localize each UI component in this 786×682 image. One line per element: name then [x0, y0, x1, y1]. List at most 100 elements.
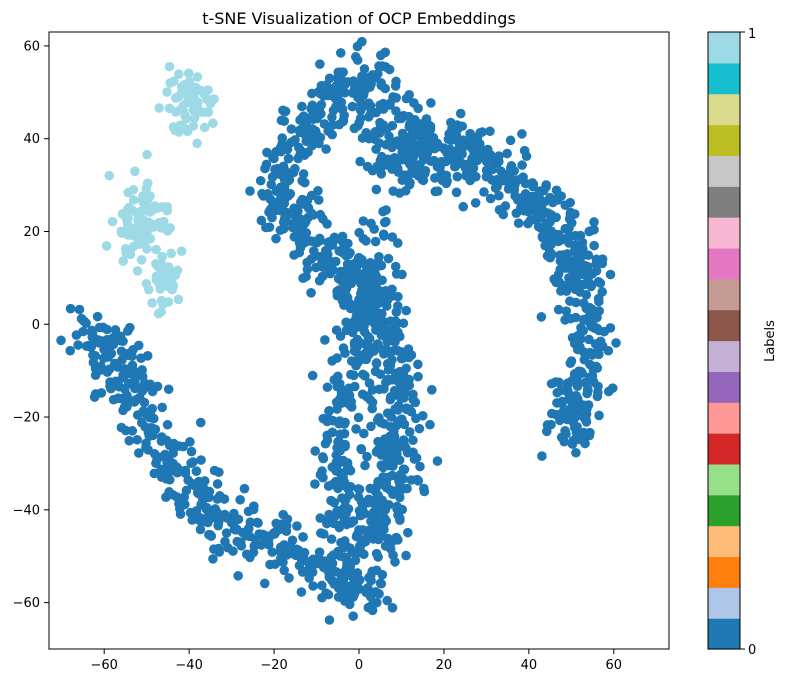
scatter-point-label-1 [151, 244, 161, 255]
scatter-point-label-0 [310, 446, 320, 456]
scatter-point-label-0 [214, 511, 224, 522]
scatter-point-label-0 [117, 355, 127, 365]
scatter-point-label-1 [133, 224, 144, 235]
scatter-point-label-0 [584, 226, 594, 237]
scatter-point-label-0 [611, 338, 621, 348]
scatter-point-label-0 [333, 67, 344, 78]
scatter-point-label-0 [356, 278, 366, 289]
scatter-point-label-0 [289, 136, 299, 146]
scatter-point-label-0 [553, 304, 564, 315]
scatter-point-label-0 [363, 528, 373, 539]
scatter-point-label-0 [374, 61, 384, 71]
scatter-point-label-0 [451, 187, 462, 198]
scatter-point-label-0 [389, 431, 400, 442]
scatter-point-label-0 [485, 193, 496, 204]
scatter-point-label-1 [179, 79, 190, 90]
scatter-point-label-0 [116, 422, 127, 433]
scatter-point-label-0 [519, 145, 530, 156]
scatter-point-label-0 [392, 301, 403, 311]
scatter-point-label-0 [572, 421, 582, 432]
scatter-point-label-0 [384, 64, 395, 75]
scatter-point-label-0 [417, 410, 428, 421]
scatter-point-label-0 [589, 240, 599, 251]
scatter-point-label-0 [374, 251, 384, 262]
scatter-point-label-0 [157, 402, 168, 413]
scatter-point-label-0 [574, 269, 584, 280]
scatter-point-label-0 [241, 530, 252, 541]
scatter-point-label-0 [547, 249, 557, 260]
scatter-point-label-0 [404, 427, 415, 437]
scatter-point-label-0 [297, 176, 307, 186]
scatter-point-label-0 [361, 128, 372, 138]
scatter-point-label-0 [589, 217, 599, 227]
scatter-point-label-0 [229, 524, 240, 534]
scatter-point-label-1 [117, 228, 127, 239]
scatter-point-label-0 [327, 237, 338, 248]
scatter-point-label-0 [267, 202, 278, 212]
scatter-point-label-0 [139, 397, 150, 408]
scatter-point-label-0 [571, 247, 581, 258]
scatter-point-label-0 [395, 373, 406, 383]
scatter-point-label-0 [564, 230, 575, 241]
scatter-point-label-0 [296, 587, 307, 597]
scatter-point-label-0 [343, 249, 354, 260]
scatter-point-label-0 [580, 377, 590, 388]
scatter-point-label-0 [335, 394, 345, 404]
scatter-point-label-0 [201, 504, 212, 514]
scatter-point-label-0 [390, 337, 400, 347]
scatter-point-label-0 [583, 385, 593, 396]
scatter-point-label-0 [351, 311, 362, 321]
scatter-point-label-0 [199, 476, 210, 486]
scatter-point-label-0 [355, 105, 366, 116]
scatter-point-label-0 [253, 518, 263, 528]
scatter-point-label-1 [162, 205, 173, 216]
scatter-point-label-0 [530, 202, 541, 213]
scatter-point-label-0 [162, 468, 173, 479]
scatter-point-label-1 [141, 196, 151, 207]
scatter-point-label-0 [367, 605, 378, 616]
scatter-point-label-1 [163, 297, 174, 307]
scatter-point-label-0 [583, 250, 594, 260]
scatter-point-label-0 [332, 353, 342, 363]
scatter-point-label-0 [430, 186, 441, 197]
scatter-point-label-0 [396, 393, 406, 404]
scatter-point-label-0 [509, 166, 519, 176]
scatter-point-label-0 [266, 179, 277, 190]
scatter-point-label-0 [376, 417, 386, 428]
scatter-point-label-0 [371, 358, 382, 369]
scatter-point-label-0 [162, 419, 173, 430]
scatter-point-label-0 [381, 516, 392, 526]
x-tick-label: 60 [606, 658, 623, 673]
colorbar-swatch [708, 525, 740, 558]
scatter-point-label-0 [346, 356, 357, 366]
scatter-point-label-0 [392, 238, 403, 248]
scatter-point-label-0 [475, 127, 485, 138]
scatter-point-label-0 [112, 362, 123, 372]
scatter-point-label-0 [565, 313, 576, 324]
scatter-point-label-0 [362, 161, 373, 172]
scatter-point-label-0 [307, 140, 317, 151]
scatter-point-label-0 [355, 156, 365, 167]
scatter-point-label-0 [321, 144, 331, 154]
scatter-point-label-0 [196, 517, 207, 528]
scatter-point-label-0 [347, 88, 358, 98]
scatter-point-label-1 [176, 246, 187, 256]
scatter-point-label-0 [316, 109, 326, 119]
scatter-point-label-0 [187, 515, 197, 525]
scatter-point-label-0 [338, 343, 349, 353]
scatter-point-label-0 [76, 314, 87, 324]
scatter-point-label-0 [115, 335, 125, 346]
scatter-point-label-0 [353, 492, 364, 502]
scatter-point-label-0 [348, 584, 359, 594]
scatter-point-label-0 [73, 340, 83, 350]
scatter-point-label-0 [537, 231, 548, 242]
scatter-point-label-1 [142, 178, 153, 189]
scatter-point-label-0 [413, 476, 424, 486]
scatter-point-label-0 [565, 207, 576, 218]
scatter-point-label-0 [392, 443, 403, 453]
scatter-point-label-0 [577, 368, 587, 378]
scatter-point-label-0 [86, 340, 97, 350]
scatter-point-label-0 [361, 293, 372, 303]
scatter-point-label-0 [341, 494, 351, 505]
scatter-point-label-1 [128, 195, 139, 205]
